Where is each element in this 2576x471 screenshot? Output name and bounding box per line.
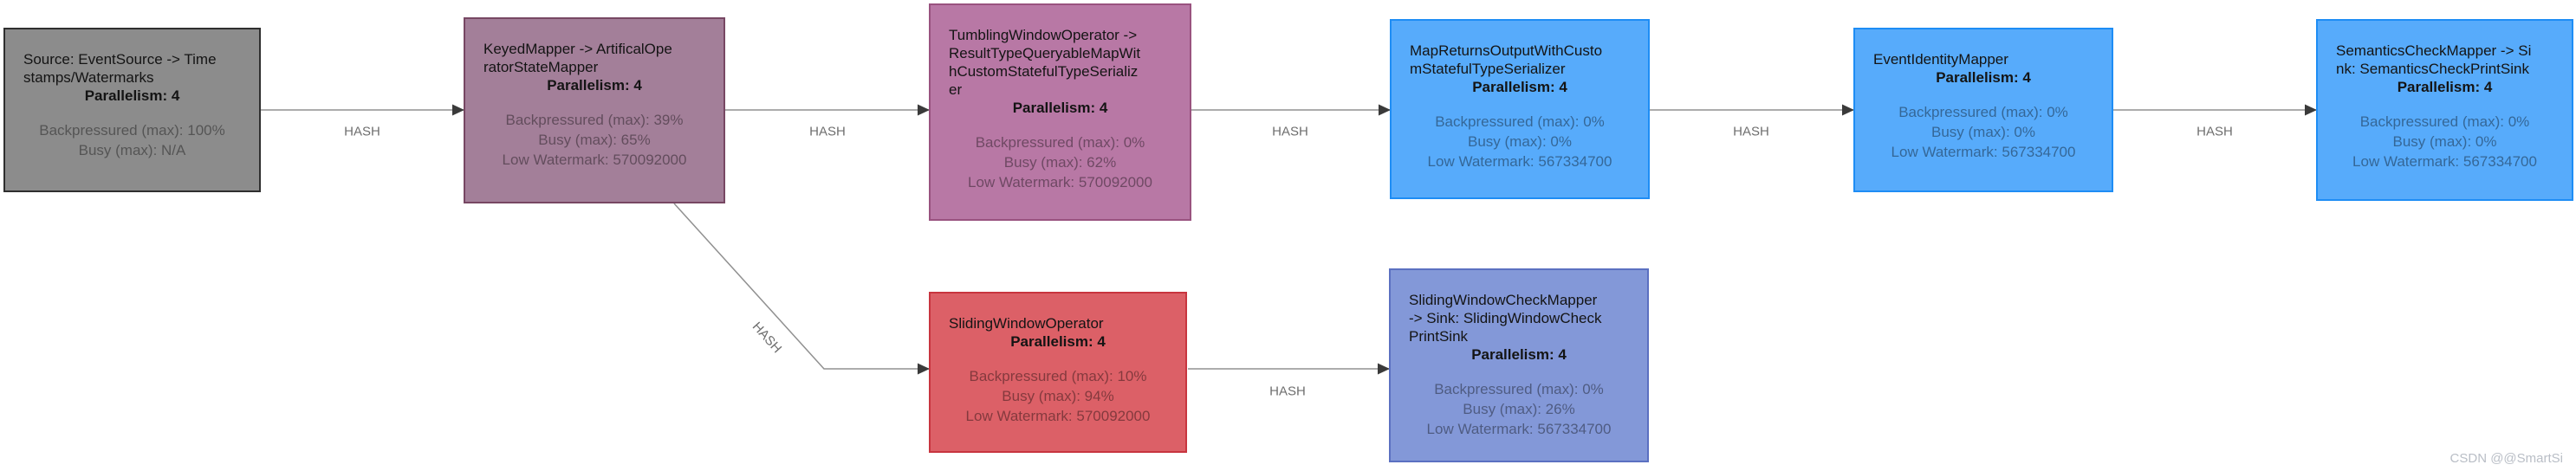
- edge-line: [673, 203, 930, 375]
- node-stat-busy: Busy (max): 0%: [2392, 133, 2497, 150]
- node-keyed-mapper[interactable]: KeyedMapper -> ArtificalOpe ratorStateMa…: [464, 17, 725, 203]
- node-stat-low-watermark: Low Watermark: 567334700: [1427, 153, 1612, 170]
- node-title: Source: EventSource -> Time stamps/Water…: [23, 51, 217, 86]
- node-stats: Backpressured (max): 0% Busy (max): 0% L…: [1410, 112, 1630, 171]
- node-semantics-check-mapper[interactable]: SemanticsCheckMapper -> Si nk: Semantics…: [2316, 19, 2573, 201]
- node-parallelism: Parallelism: 4: [84, 87, 180, 104]
- edge-label-hash: HASH: [1272, 124, 1308, 139]
- node-stats: Backpressured (max): 0% Busy (max): 0% L…: [1873, 102, 2093, 162]
- node-title: KeyedMapper -> ArtificalOpe ratorStateMa…: [483, 41, 672, 75]
- node-stat-busy: Busy (max): 94%: [1002, 388, 1114, 404]
- node-source-eventsource[interactable]: Source: EventSource -> Time stamps/Water…: [3, 28, 261, 192]
- node-stat-backpressured: Backpressured (max): 0%: [1434, 381, 1604, 397]
- node-stat-busy: Busy (max): 62%: [1003, 154, 1117, 171]
- node-stat-backpressured: Backpressured (max): 10%: [969, 368, 1147, 384]
- node-stat-backpressured: Backpressured (max): 39%: [505, 112, 684, 128]
- edge-label-hash: HASH: [1733, 124, 1769, 139]
- node-parallelism: Parallelism: 4: [2397, 79, 2493, 95]
- node-tumbling-window-operator[interactable]: TumblingWindowOperator -> ResultTypeQuer…: [929, 3, 1191, 221]
- node-stat-low-watermark: Low Watermark: 567334700: [1426, 421, 1612, 437]
- node-parallelism: Parallelism: 4: [1471, 346, 1567, 363]
- node-event-identity-mapper[interactable]: EventIdentityMapper Parallelism: 4 Backp…: [1853, 28, 2113, 192]
- node-stat-low-watermark: Low Watermark: 570092000: [965, 408, 1151, 424]
- node-map-returns-output[interactable]: MapReturnsOutputWithCusto mStatefulTypeS…: [1390, 19, 1650, 199]
- node-stats: Backpressured (max): 100% Busy (max): N/…: [23, 120, 241, 160]
- node-parallelism: Parallelism: 4: [547, 77, 642, 94]
- node-parallelism: Parallelism: 4: [1012, 100, 1108, 116]
- node-stat-low-watermark: Low Watermark: 567334700: [2352, 153, 2537, 170]
- node-title: SemanticsCheckMapper -> Si nk: Semantics…: [2336, 42, 2532, 77]
- node-stats: Backpressured (max): 0% Busy (max): 62% …: [949, 132, 1171, 192]
- node-stats: Backpressured (max): 0% Busy (max): 0% L…: [2336, 112, 2553, 171]
- edge-label-hash: HASH: [344, 124, 380, 139]
- node-title: EventIdentityMapper: [1873, 51, 2008, 68]
- node-title: SlidingWindowCheckMapper -> Sink: Slidin…: [1409, 292, 1602, 345]
- node-parallelism: Parallelism: 4: [1010, 333, 1106, 350]
- node-stat-busy: Busy (max): 26%: [1463, 401, 1575, 417]
- edge-label-hash: HASH: [2196, 124, 2233, 139]
- node-stat-backpressured: Backpressured (max): 100%: [39, 122, 225, 139]
- node-parallelism: Parallelism: 4: [1936, 69, 2031, 86]
- node-stat-busy: Busy (max): 0%: [1931, 124, 2035, 140]
- node-stat-backpressured: Backpressured (max): 0%: [1898, 104, 2068, 120]
- node-title: TumblingWindowOperator -> ResultTypeQuer…: [949, 27, 1141, 98]
- node-sliding-window-check-mapper[interactable]: SlidingWindowCheckMapper -> Sink: Slidin…: [1389, 268, 1649, 462]
- node-stat-low-watermark: Low Watermark: 570092000: [968, 174, 1152, 190]
- edge-label-hash: HASH: [1269, 384, 1306, 399]
- node-stat-backpressured: Backpressured (max): 0%: [975, 134, 1145, 151]
- watermark: CSDN @@SmartSi: [2449, 451, 2563, 466]
- node-stat-busy: Busy (max): N/A: [78, 142, 186, 158]
- node-stat-backpressured: Backpressured (max): 0%: [1435, 113, 1605, 130]
- node-stat-low-watermark: Low Watermark: 567334700: [1891, 144, 2076, 160]
- node-stats: Backpressured (max): 10% Busy (max): 94%…: [949, 366, 1167, 426]
- node-sliding-window-operator[interactable]: SlidingWindowOperator Parallelism: 4 Bac…: [929, 292, 1187, 453]
- node-title: MapReturnsOutputWithCusto mStatefulTypeS…: [1410, 42, 1603, 77]
- node-stats: Backpressured (max): 39% Busy (max): 65%…: [483, 110, 705, 170]
- node-parallelism: Parallelism: 4: [1472, 79, 1567, 95]
- node-title: SlidingWindowOperator: [949, 315, 1104, 332]
- node-stat-busy: Busy (max): 0%: [1468, 133, 1572, 150]
- edge-label-hash: HASH: [809, 124, 846, 139]
- node-stat-low-watermark: Low Watermark: 570092000: [502, 152, 687, 168]
- node-stat-busy: Busy (max): 65%: [538, 132, 651, 148]
- node-stats: Backpressured (max): 0% Busy (max): 26% …: [1409, 379, 1629, 439]
- node-stat-backpressured: Backpressured (max): 0%: [2359, 113, 2530, 130]
